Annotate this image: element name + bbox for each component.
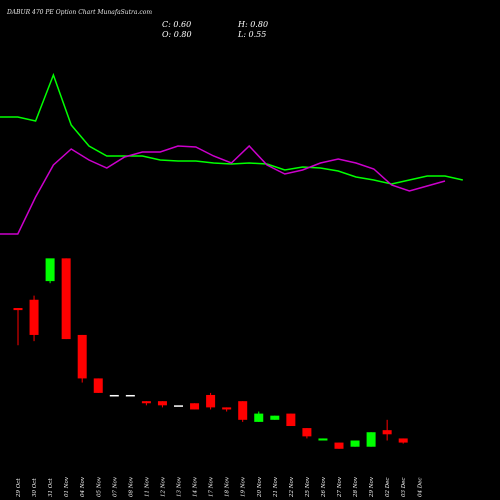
candle-body — [206, 394, 216, 408]
indicator-line-1 — [0, 72, 463, 185]
x-tick-label: 04 Nov — [80, 476, 86, 497]
x-tick-label: 28 Nov — [353, 476, 359, 498]
candle-body — [61, 258, 71, 340]
candle-body — [382, 430, 392, 435]
candle-body — [238, 401, 248, 420]
x-tick-label: 07 Nov — [112, 476, 118, 497]
candle-body — [270, 415, 280, 420]
x-tick-label: 01 Nov — [64, 476, 70, 497]
candle-body — [157, 401, 167, 406]
x-tick-label: 29 Nov — [369, 476, 375, 498]
candle-body — [174, 405, 183, 407]
x-tick-label: 11 Nov — [144, 476, 150, 497]
ohlc-high: H: 0.80 — [238, 20, 269, 29]
candle-body — [318, 438, 328, 441]
x-tick-label: 14 Nov — [193, 476, 199, 497]
x-tick-label: 04 Dec — [417, 478, 423, 498]
candle-body — [141, 401, 151, 404]
candle-body — [398, 438, 408, 443]
candle-body — [222, 407, 232, 410]
candle-body — [350, 440, 360, 447]
x-tick-label: 03 Dec — [401, 478, 407, 498]
ohlc-low: L: 0.55 — [238, 30, 267, 39]
ohlc-close: C: 0.60 — [162, 20, 192, 29]
candle-body — [93, 378, 103, 393]
x-tick-label: 30 Oct — [32, 478, 38, 497]
candle-body — [77, 334, 87, 379]
x-tick-label: 22 Nov — [289, 476, 295, 498]
x-tick-label: 21 Nov — [273, 476, 279, 498]
candle-body — [254, 413, 264, 422]
x-tick-label: 12 Nov — [160, 476, 166, 497]
x-tick-label: 08 Nov — [128, 476, 134, 497]
x-tick-label: 17 Nov — [209, 476, 215, 497]
chart-title: DABUR 470 PE Option Chart MunafaSutra.co… — [7, 9, 153, 16]
x-tick-label: 18 Nov — [225, 476, 231, 497]
candle-body — [109, 394, 119, 397]
x-tick-label: 05 Nov — [96, 476, 102, 497]
candle-body — [29, 299, 39, 335]
candle-body — [366, 432, 376, 447]
candle-body — [13, 308, 23, 311]
indicator-line-2 — [0, 144, 446, 235]
candle-body — [286, 413, 296, 427]
x-tick-label: 25 Nov — [305, 476, 311, 498]
candle-body — [302, 428, 312, 437]
candle-body — [334, 442, 344, 449]
x-tick-label: 29 Oct — [16, 478, 22, 498]
ohlc-open: O: 0.80 — [162, 30, 192, 39]
x-tick-label: 13 Nov — [177, 476, 183, 497]
x-tick-label: 19 Nov — [241, 476, 247, 497]
candle-body — [125, 394, 135, 397]
x-tick-label: 02 Dec — [385, 478, 391, 498]
candle-body — [45, 258, 55, 282]
x-tick-label: 26 Nov — [321, 476, 327, 498]
x-tick-label: 20 Nov — [257, 476, 263, 498]
candle-body — [190, 403, 200, 410]
x-tick-label: 31 Oct — [48, 478, 54, 497]
x-tick-label: 27 Nov — [337, 476, 343, 498]
